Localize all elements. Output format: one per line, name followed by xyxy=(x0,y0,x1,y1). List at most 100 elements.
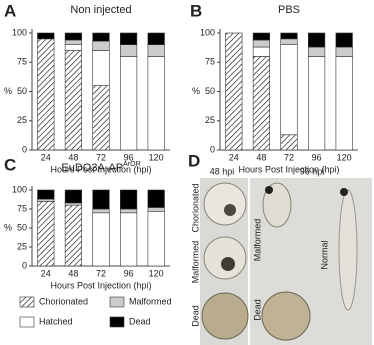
bar-segment xyxy=(92,40,110,51)
bar-segment xyxy=(308,46,326,57)
legend-label: Malformed xyxy=(129,296,172,306)
bar-segment xyxy=(37,201,55,267)
legend-label: Dead xyxy=(129,316,151,326)
y-tick-label: 75 xyxy=(205,57,215,67)
y-axis-label: % xyxy=(4,222,12,232)
bar-segment xyxy=(92,32,110,42)
bar-segment xyxy=(120,56,138,151)
title-text: PBS xyxy=(278,4,300,16)
y-tick-label: 0 xyxy=(22,260,27,270)
y-tick-label: 0 xyxy=(210,144,215,154)
bar-segment xyxy=(92,85,110,151)
x-axis-label: Hours Post Injection (hpi) xyxy=(50,164,151,174)
bar-segment xyxy=(64,204,82,267)
y-tick-label: 75 xyxy=(17,203,27,213)
row-label: Malformed xyxy=(252,219,262,262)
bar-segment xyxy=(64,189,82,204)
bar-segment xyxy=(92,189,110,210)
y-tick-label: 100 xyxy=(12,27,27,37)
legend-label: Hatched xyxy=(39,316,73,326)
x-tick-label: 120 xyxy=(149,152,164,162)
bar-segment xyxy=(92,212,110,267)
title-text: Non injected xyxy=(70,4,131,16)
embryo xyxy=(201,292,249,340)
bar-segment xyxy=(92,50,110,86)
column-label: 48 hpi xyxy=(210,166,235,176)
bar-segment xyxy=(37,198,55,202)
panel-letter: B xyxy=(190,1,202,20)
embryo-eye xyxy=(221,257,235,271)
x-tick-label: 48 xyxy=(68,152,78,162)
photo-panel: D 48 hpi 96 hpi Chorionated Malformed De… xyxy=(188,151,372,345)
bar-segment xyxy=(64,44,82,51)
bar-segment xyxy=(64,50,82,151)
chart-title: EuDO3A-APArOR xyxy=(61,161,140,174)
bar-segment xyxy=(335,32,353,48)
x-tick-label: 120 xyxy=(149,268,164,278)
bar-segment xyxy=(64,39,82,46)
bar-segment xyxy=(335,56,353,151)
x-tick-label: 120 xyxy=(337,152,352,162)
bar-segment xyxy=(280,32,298,40)
column-label: 96 hpi xyxy=(300,166,325,176)
y-axis-label: % xyxy=(4,86,12,96)
row-label: Dead xyxy=(190,305,200,327)
x-tick-label: 96 xyxy=(124,152,134,162)
bar-segment xyxy=(280,134,298,151)
larva-eye xyxy=(340,188,348,196)
bar-segment xyxy=(120,189,138,210)
x-tick-label: 24 xyxy=(229,152,239,162)
bar-segment xyxy=(308,56,326,151)
larva xyxy=(262,182,292,228)
x-axis-label: Hours Post Injection (hpi) xyxy=(50,280,151,290)
y-tick-label: 100 xyxy=(12,184,27,194)
bar-segment xyxy=(335,46,353,57)
y-tick-label: 50 xyxy=(17,222,27,232)
bar-segment xyxy=(37,32,55,40)
x-tick-label: 72 xyxy=(96,152,106,162)
larva xyxy=(338,189,358,311)
bar-segment xyxy=(308,32,326,48)
bar-segment xyxy=(280,44,298,136)
x-tick-label: 24 xyxy=(41,268,51,278)
bar-segment xyxy=(147,189,165,208)
bar-segment xyxy=(252,32,270,41)
legend-swatch xyxy=(109,296,125,308)
embryo xyxy=(203,182,247,226)
bar-segment xyxy=(64,202,82,206)
bar-segment xyxy=(252,46,270,57)
bar-segment xyxy=(120,32,138,45)
y-tick-label: 50 xyxy=(205,86,215,96)
title-superscript: ArOR xyxy=(123,161,141,168)
bar-segment xyxy=(37,189,55,200)
legend-swatch xyxy=(19,316,35,328)
row-label: Dead xyxy=(252,299,262,321)
bar-segment xyxy=(120,208,138,214)
title-text: EuDO3A-AP xyxy=(61,162,123,174)
x-tick-label: 72 xyxy=(96,268,106,278)
legend-label: Chorionated xyxy=(39,296,88,306)
y-tick-label: 25 xyxy=(205,115,215,125)
y-tick-label: 100 xyxy=(200,27,215,37)
bar-segment xyxy=(252,39,270,48)
x-tick-label: 96 xyxy=(124,268,134,278)
x-tick-label: 24 xyxy=(41,152,51,162)
bar-segment xyxy=(147,210,165,267)
bar-segment xyxy=(92,208,110,214)
y-tick-label: 25 xyxy=(17,115,27,125)
bar-segment xyxy=(120,212,138,267)
x-tick-label: 96 xyxy=(312,152,322,162)
x-tick-label: 72 xyxy=(284,152,294,162)
legend-swatch xyxy=(19,296,35,308)
bar-segment xyxy=(225,32,243,151)
bar-segment xyxy=(64,32,82,41)
bar-segment xyxy=(147,207,165,212)
bar-segment xyxy=(120,44,138,57)
row-label: Normal xyxy=(319,240,329,269)
embryo-eye xyxy=(224,204,236,216)
y-tick-label: 50 xyxy=(17,86,27,96)
chart-title: Non injected xyxy=(70,4,131,16)
bar-segment xyxy=(147,44,165,57)
bar-segment xyxy=(147,32,165,45)
